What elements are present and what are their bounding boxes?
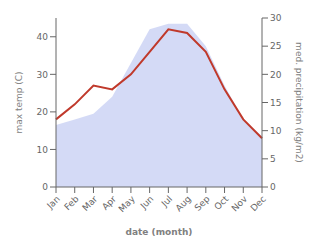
svg-text:date (month): date (month): [126, 227, 193, 237]
svg-text:Mar: Mar: [80, 194, 99, 213]
svg-text:10: 10: [37, 145, 49, 155]
svg-text:Feb: Feb: [62, 194, 81, 213]
svg-text:15: 15: [270, 98, 281, 108]
svg-text:Jul: Jul: [159, 194, 174, 209]
svg-text:max temp (C): max temp (C): [14, 71, 24, 133]
svg-text:Sep: Sep: [193, 194, 212, 213]
svg-text:0: 0: [42, 182, 48, 192]
svg-text:20: 20: [270, 70, 282, 80]
svg-text:30: 30: [270, 13, 282, 23]
svg-text:Aug: Aug: [174, 194, 194, 214]
svg-text:Jun: Jun: [138, 194, 156, 212]
svg-text:5: 5: [270, 154, 276, 164]
svg-text:25: 25: [270, 41, 281, 51]
svg-text:May: May: [117, 193, 138, 214]
svg-text:0: 0: [270, 182, 276, 192]
svg-text:Dec: Dec: [249, 194, 268, 213]
svg-text:Oct: Oct: [212, 194, 230, 212]
svg-text:Apr: Apr: [100, 194, 118, 212]
svg-text:Jan: Jan: [44, 194, 62, 212]
svg-text:Nov: Nov: [230, 193, 250, 213]
svg-text:20: 20: [37, 107, 49, 117]
svg-text:med. precipitation (kg/m2): med. precipitation (kg/m2): [294, 42, 304, 163]
svg-text:30: 30: [37, 70, 49, 80]
svg-text:10: 10: [270, 126, 282, 136]
svg-text:40: 40: [37, 32, 49, 42]
